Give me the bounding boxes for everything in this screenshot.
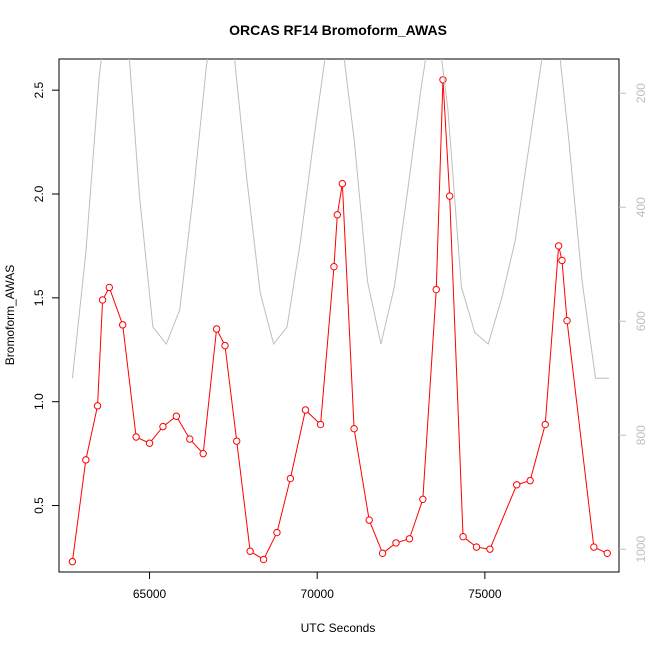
data-point bbox=[419, 495, 427, 504]
data-point bbox=[68, 557, 77, 566]
data-point bbox=[445, 192, 454, 200]
series-layer bbox=[68, 59, 611, 566]
data-point bbox=[186, 435, 194, 443]
data-point bbox=[233, 437, 241, 445]
data-point bbox=[472, 543, 481, 551]
data-point bbox=[105, 283, 114, 292]
y2-tick-label: 1000 bbox=[634, 536, 648, 563]
data-point bbox=[338, 179, 347, 188]
y-tick-label: 1.5 bbox=[32, 289, 46, 306]
data-point bbox=[145, 439, 154, 447]
data-point bbox=[526, 476, 534, 485]
data-point bbox=[439, 76, 447, 84]
plot-frame bbox=[58, 58, 620, 573]
x-tick-label: 75000 bbox=[468, 587, 502, 601]
series-line-altitude bbox=[71, 59, 609, 379]
data-point bbox=[119, 321, 127, 329]
data-point bbox=[365, 516, 373, 524]
data-point bbox=[330, 262, 338, 271]
y2-tick-label: 200 bbox=[634, 83, 648, 103]
data-point bbox=[590, 543, 598, 551]
data-point bbox=[563, 316, 571, 325]
data-point bbox=[513, 481, 521, 489]
data-point bbox=[392, 539, 400, 547]
data-point bbox=[286, 474, 295, 483]
y2-tick-label: 600 bbox=[634, 311, 648, 331]
y2-tick-label: 400 bbox=[634, 197, 648, 217]
data-point bbox=[333, 211, 342, 219]
y-tick-label: 0.5 bbox=[32, 497, 46, 514]
y-tick-label: 1.0 bbox=[32, 393, 46, 410]
data-point bbox=[172, 412, 181, 420]
data-point bbox=[212, 325, 221, 333]
data-point bbox=[459, 532, 467, 541]
data-point bbox=[350, 424, 358, 433]
data-point bbox=[301, 406, 310, 414]
data-point bbox=[82, 456, 90, 464]
data-point bbox=[98, 296, 107, 304]
y-tick-label: 2.0 bbox=[32, 185, 46, 202]
data-point bbox=[221, 341, 229, 350]
x-tick-label: 65000 bbox=[133, 587, 167, 601]
y-tick-label: 2.5 bbox=[32, 81, 46, 98]
data-point bbox=[405, 535, 414, 543]
data-point bbox=[132, 433, 140, 441]
y-axis-label: Bromoform_AWAS bbox=[3, 265, 17, 365]
chart-title: ORCAS RF14 Bromoform_AWAS bbox=[229, 22, 447, 38]
data-point bbox=[93, 402, 102, 410]
axes-layer: 65000 70000 75000 0.5 1.0 1.5 2.0 2.5 200 400 600 8… bbox=[32, 81, 648, 601]
x-axis-label: UTC Seconds bbox=[301, 621, 376, 635]
data-point bbox=[246, 547, 254, 555]
data-point bbox=[273, 528, 281, 537]
data-point bbox=[554, 242, 563, 250]
data-point bbox=[558, 256, 566, 265]
data-point bbox=[432, 285, 440, 294]
x-tick-label: 70000 bbox=[301, 587, 335, 601]
data-point bbox=[486, 545, 494, 553]
data-point bbox=[259, 555, 268, 564]
data-point bbox=[378, 549, 387, 558]
data-point bbox=[199, 449, 207, 458]
y2-tick-label: 800 bbox=[634, 425, 648, 445]
data-point bbox=[159, 422, 167, 431]
data-point bbox=[541, 420, 549, 429]
data-point bbox=[316, 420, 325, 429]
data-point bbox=[603, 549, 611, 558]
